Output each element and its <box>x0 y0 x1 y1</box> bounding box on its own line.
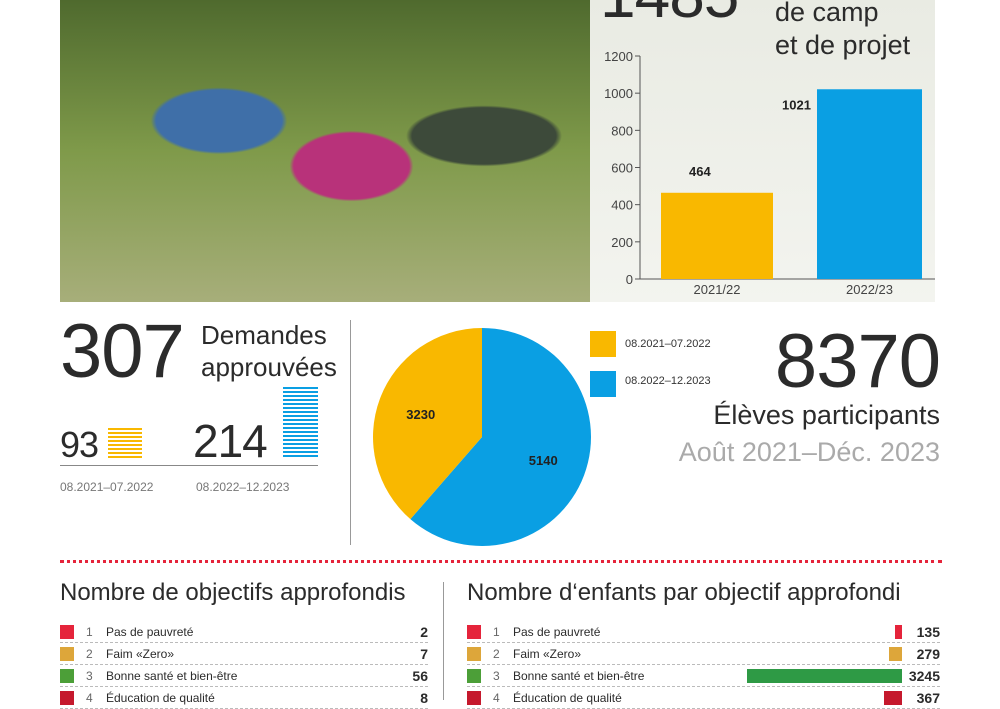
pie-value-label: 3230 <box>406 407 435 422</box>
objective-number: 3 <box>86 668 93 683</box>
sdg2-icon <box>60 646 74 661</box>
objective-number: 2 <box>86 646 93 661</box>
requests-period2-bar <box>283 387 318 458</box>
sdg4-icon <box>60 690 74 705</box>
children-row: 3 Bonne santé et bien-être 3245 <box>467 665 940 687</box>
requests-period2-value: 214 <box>193 415 268 467</box>
pie-slice-1 <box>373 328 482 520</box>
y-tick-label: 400 <box>611 198 633 213</box>
children-bar <box>895 625 902 639</box>
y-tick-label: 800 <box>611 123 633 138</box>
children-bar <box>884 691 902 705</box>
requests-label-2: approuvées <box>201 352 337 382</box>
children-label: Pas de pauvreté <box>513 624 601 639</box>
requests-total: 307 <box>60 309 185 394</box>
y-tick-label: 600 <box>611 161 633 176</box>
children-row: 2 Faim «Zero» 279 <box>467 643 940 665</box>
objective-value: 8 <box>420 689 428 706</box>
objective-label: Bonne santé et bien-être <box>106 668 238 683</box>
requests-period2: 08.2022–12.2023 <box>196 480 290 494</box>
objective-value: 56 <box>412 667 428 684</box>
children-bar <box>888 647 902 661</box>
objective-number: 1 <box>86 624 93 639</box>
divider <box>443 582 444 700</box>
y-tick-label: 0 <box>626 272 633 287</box>
children-garden-photo <box>60 0 590 302</box>
legend-swatch-period2 <box>590 371 616 397</box>
requests-period1: 08.2021–07.2022 <box>60 480 154 494</box>
y-tick-label: 200 <box>611 235 633 250</box>
objective-label: Éducation de qualité <box>106 690 215 705</box>
children-number: 3 <box>493 668 500 683</box>
children-label: Faim «Zero» <box>513 646 582 661</box>
section-separator <box>60 560 942 563</box>
bar-2021/22 <box>661 192 773 279</box>
objective-row: 3 Bonne santé et bien-être 56 <box>60 665 428 687</box>
legend-swatch-period1 <box>590 331 616 357</box>
sdg1-icon <box>467 624 481 639</box>
x-tick-label: 2021/22 <box>694 282 741 297</box>
children-value: 279 <box>916 645 940 662</box>
bar-value-label: 1021 <box>782 97 811 112</box>
bar-2022/23 <box>817 89 922 280</box>
legend-label-period1: 08.2021–07.2022 <box>625 338 711 350</box>
sdg4-icon <box>467 690 481 705</box>
total-weeks: 1485 <box>600 0 739 32</box>
children-number: 2 <box>493 646 500 661</box>
children-label: Éducation de qualité <box>513 690 622 705</box>
requests-label-1: Demandes <box>201 320 327 350</box>
requests-period1-value: 93 <box>60 424 99 465</box>
sdg2-icon <box>467 646 481 661</box>
children-title: Nombre d‘enfants par objectif approfondi <box>467 579 901 606</box>
children-label: Bonne santé et bien-être <box>513 668 645 683</box>
objective-row: 2 Faim «Zero» 7 <box>60 643 428 665</box>
children-row: 1 Pas de pauvreté 135 <box>467 621 940 643</box>
divider <box>60 465 318 466</box>
requests-period1-bar <box>108 428 142 458</box>
objective-row: 1 Pas de pauvreté 2 <box>60 621 428 643</box>
children-value: 367 <box>916 689 940 706</box>
weeks-bar-chart: 0 200 400 600 800 1000 1200 464 2021/22 1021 2022/… <box>604 49 935 297</box>
objective-number: 4 <box>86 690 93 705</box>
children-bar <box>747 669 902 683</box>
children-number: 4 <box>493 690 500 705</box>
objective-label: Pas de pauvreté <box>106 624 194 639</box>
children-row: 4 Éducation de qualité 367 <box>467 687 940 709</box>
sdg3-icon <box>467 668 481 683</box>
students-label: Élèves participants <box>713 400 940 430</box>
pie-slice-2 <box>410 328 591 546</box>
objective-value: 2 <box>420 623 428 640</box>
pie-value-label: 5140 <box>529 453 558 468</box>
sdg1-icon <box>60 624 74 639</box>
y-tick-label: 1200 <box>604 49 633 64</box>
legend-label-period2: 08.2022–12.2023 <box>625 375 711 387</box>
objective-label: Faim «Zero» <box>106 646 175 661</box>
y-tick-label: 1000 <box>604 86 633 101</box>
objective-value: 7 <box>420 645 428 662</box>
objective-row: 4 Éducation de qualité 8 <box>60 687 428 709</box>
objectives-title: Nombre de objectifs approfondis <box>60 579 406 606</box>
students-pie-chart: 5140 3230 <box>373 328 591 546</box>
children-number: 1 <box>493 624 500 639</box>
students-total: 8370 <box>774 319 941 404</box>
weeks-label-1: de camp <box>775 0 879 27</box>
x-tick-label: 2022/23 <box>846 282 893 297</box>
children-value: 3245 <box>908 667 940 684</box>
weeks-label-2: et de projet <box>775 30 911 60</box>
divider <box>350 320 351 545</box>
students-period: Août 2021–Déc. 2023 <box>678 437 940 467</box>
bar-value-label: 464 <box>689 164 711 179</box>
sdg3-icon <box>60 668 74 683</box>
children-value: 135 <box>916 623 940 640</box>
